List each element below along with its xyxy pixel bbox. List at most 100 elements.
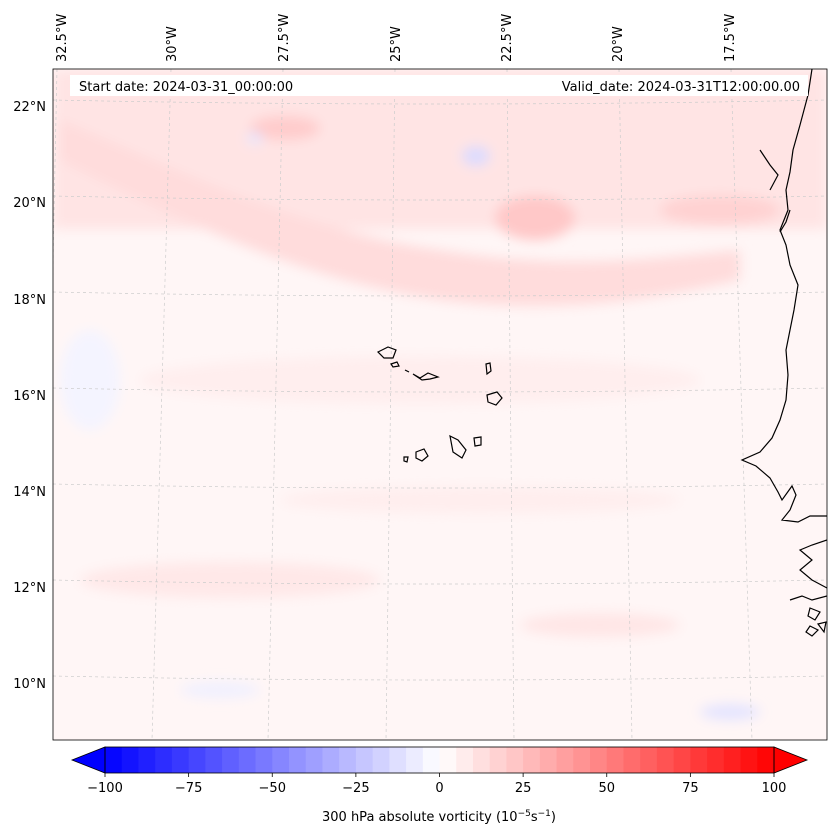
lon-label-32-5w: 32.5°W <box>55 14 70 62</box>
colorbar-cell <box>606 747 624 773</box>
lat-label-14n: 14°N <box>13 485 46 500</box>
colorbar-cell <box>238 747 257 773</box>
vorticity-min-north <box>462 146 490 166</box>
colorbar-cell <box>656 747 675 773</box>
lon-label-20w: 20°W <box>611 26 626 62</box>
colorbar-cell <box>523 747 541 773</box>
santo-antao-island <box>376 346 397 359</box>
colorbar-tick-label: −25 <box>342 781 369 796</box>
colorbar-tick-label: 25 <box>515 781 532 796</box>
vorticity-max-nw <box>250 116 320 140</box>
colorbar-cell <box>590 747 608 773</box>
colorbar-cell <box>456 747 474 773</box>
colorbar-ticks: −100 −75 −50 −25 0 25 50 75 100 <box>87 773 786 796</box>
colorbar-cell <box>707 747 725 773</box>
colorbar-cell <box>138 747 156 773</box>
bijagos-islands <box>805 607 827 637</box>
colorbar-cell <box>288 747 307 773</box>
colorbar-tick-label: 50 <box>598 781 615 796</box>
colorbar-extend-high <box>773 746 809 774</box>
colorbar-cell <box>155 747 173 773</box>
santa-luzia-islet <box>404 369 410 373</box>
vorticity-min-south <box>700 704 760 720</box>
colorbar-tick-label: −75 <box>175 781 202 796</box>
vorticity-max-ne <box>660 195 780 225</box>
colorbar-cell <box>556 747 574 773</box>
colorbar-cell <box>272 747 290 773</box>
colorbar-cell <box>322 747 340 773</box>
sao-vicente-island <box>390 361 400 368</box>
lon-label-25w: 25°W <box>389 26 404 62</box>
vorticity-min-west <box>60 330 120 430</box>
lon-label-27-5w: 27.5°W <box>277 14 292 62</box>
vorticity-min-nw <box>247 132 263 144</box>
colorbar-cell <box>673 747 691 773</box>
africa-coastline <box>740 69 827 523</box>
cape-verde-islands <box>376 346 503 463</box>
colorbar-cell <box>121 747 139 773</box>
sal-island <box>485 362 492 376</box>
colorbar-cell <box>355 747 374 773</box>
lon-label-17-5w: 17.5°W <box>723 14 738 62</box>
lat-label-10n: 10°N <box>13 677 46 692</box>
africa-coast-south <box>798 539 827 589</box>
colorbar-cell <box>339 747 357 773</box>
start-date-text: Start date: 2024-03-31_00:00:00 <box>79 80 293 95</box>
colorbar-cell <box>740 747 758 773</box>
brava-island <box>403 456 409 463</box>
map-frame <box>52 68 828 741</box>
map-panel <box>53 69 827 740</box>
colorbar-tick-label: 100 <box>762 781 787 796</box>
colorbar-cell <box>372 747 390 773</box>
colorbar-cell <box>305 747 323 773</box>
sao-nicolau-island <box>412 372 440 381</box>
colorbar-cell <box>406 747 424 773</box>
coastlines <box>740 69 827 637</box>
colorbar-cell <box>573 747 591 773</box>
vorticity-band-south <box>80 562 380 598</box>
colorbar: −100 −75 −50 −25 0 25 50 75 100 300 hPa absolute… <box>70 746 809 825</box>
colorbar-cell <box>506 747 524 773</box>
colorbar-cell <box>757 747 775 773</box>
header-box <box>70 75 808 96</box>
colorbar-cell <box>389 747 407 773</box>
colorbar-cell <box>171 747 190 773</box>
colorbar-cell <box>222 747 240 773</box>
colorbar-tick-label: 0 <box>435 781 443 796</box>
colorbar-extend-low <box>70 746 106 774</box>
colorbar-cell <box>255 747 273 773</box>
lon-label-30w: 30°W <box>165 26 180 62</box>
colorbar-cell <box>690 747 708 773</box>
lat-label-16n: 16°N <box>13 389 46 404</box>
vorticity-band-south2 <box>280 486 680 514</box>
colorbar-cell <box>489 747 507 773</box>
fogo-island <box>415 448 429 462</box>
santiago-island <box>449 434 467 459</box>
colorbar-cell <box>539 747 558 773</box>
coast-inlet-1 <box>759 149 779 191</box>
coast-inlet-2 <box>779 209 791 233</box>
colorbar-cell <box>640 747 658 773</box>
vorticity-band-arc <box>60 120 740 307</box>
colorbar-cell <box>205 747 223 773</box>
valid-date-text: Valid_date: 2024-03-31T12:00:00.00 <box>562 80 800 95</box>
colorbar-cell <box>105 747 123 773</box>
lat-label-22n: 22°N <box>13 100 46 115</box>
colorbar-cell <box>188 747 206 773</box>
colorbar-tick-label: −50 <box>259 781 286 796</box>
lat-label-18n: 18°N <box>13 293 46 308</box>
coast-bissau <box>789 595 827 601</box>
gridlines <box>53 69 827 740</box>
colorbar-cell <box>439 747 457 773</box>
vorticity-min-sw <box>180 682 260 698</box>
colorbar-tick-label: 75 <box>682 781 699 796</box>
vorticity-band-mid <box>140 356 700 404</box>
boa-vista-island <box>486 391 503 406</box>
colorbar-label: 300 hPa absolute vorticity (10−5s−1) <box>322 809 556 825</box>
vorticity-max-center <box>495 196 575 240</box>
latitude-labels: 22°N 20°N 18°N 16°N 14°N 12°N 10°N <box>13 100 46 692</box>
colorbar-cell <box>472 747 491 773</box>
colorbar-cell <box>623 747 641 773</box>
colorbar-cell <box>723 747 742 773</box>
